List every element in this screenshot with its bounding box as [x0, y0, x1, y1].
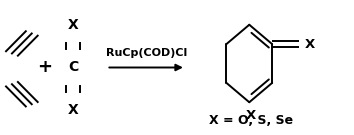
Text: X: X — [305, 38, 315, 51]
Text: +: + — [37, 58, 52, 77]
Text: X: X — [68, 103, 78, 117]
Text: X = O, S, Se: X = O, S, Se — [209, 114, 293, 127]
Text: RuCp(COD)Cl: RuCp(COD)Cl — [106, 48, 187, 58]
Text: X: X — [246, 109, 256, 122]
Text: C: C — [68, 60, 78, 75]
Text: X: X — [68, 18, 78, 32]
